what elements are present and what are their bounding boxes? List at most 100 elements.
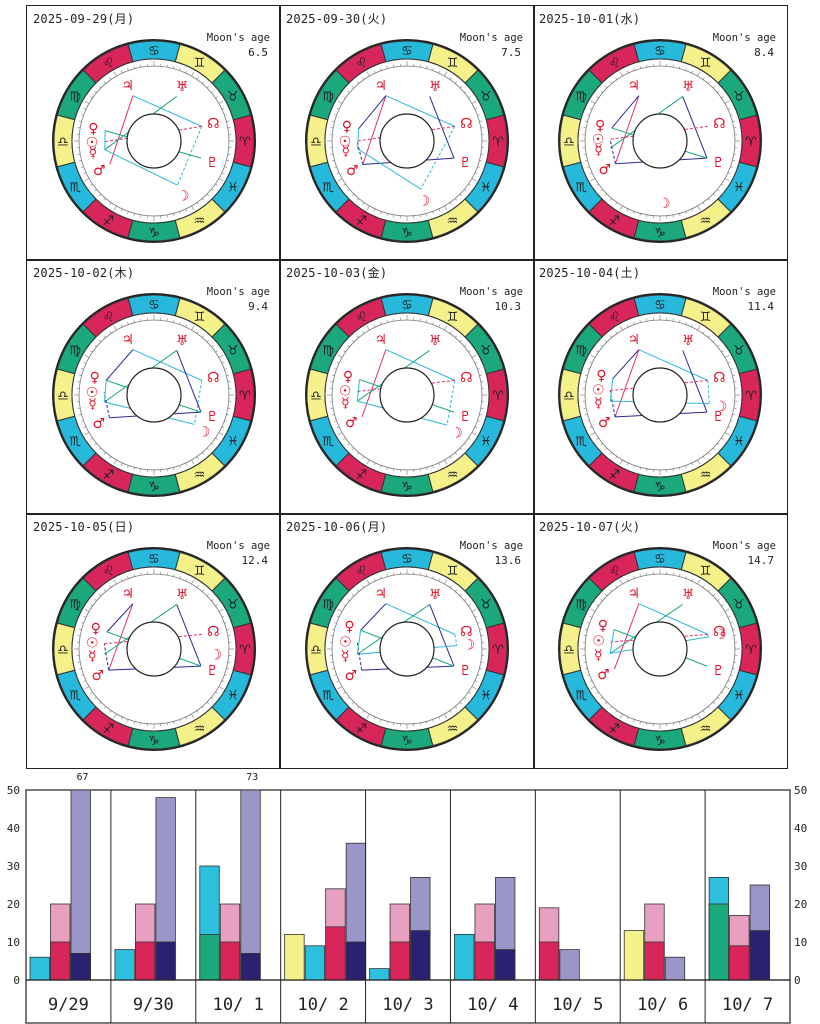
degree-tick [386, 721, 388, 724]
degree-tick [474, 426, 478, 429]
degree-tick [639, 721, 641, 724]
degree-tick [697, 459, 701, 465]
planet-glyph: ♀ [90, 370, 100, 386]
zodiac-glyph: ♑ [401, 734, 413, 749]
degree-tick [721, 350, 724, 353]
zodiac-glyph: ♐ [103, 468, 115, 483]
zodiac-glyph: ♓ [480, 689, 492, 704]
zodiac-wheel: ♈♉♊♋♌♍♎♏♐♑♒♓♃ ♅☊♇☽♂☿☉♀ [558, 293, 762, 497]
aspect-line [638, 349, 709, 381]
bar-pink-dark [389, 941, 410, 981]
zodiac-glyph: ♉ [733, 598, 745, 613]
overflow-label: 73 [246, 772, 258, 783]
zodiac-glyph: ♈ [492, 643, 504, 658]
degree-tick [362, 202, 365, 205]
degree-tick [351, 85, 355, 89]
zodiac-wheel: ♈♉♊♋♌♍♎♏♐♑♒♓♃ ♅☊♇☽♂☿☉♀ [558, 39, 762, 243]
zodiac-glyph: ♏ [69, 435, 81, 450]
bar-cyan [29, 956, 50, 981]
degree-tick [589, 615, 593, 618]
bar-pink-dark [325, 926, 346, 981]
degree-tick [589, 680, 593, 683]
planet-glyph: ♅ [176, 587, 189, 603]
zodiac-glyph: ♍ [575, 598, 587, 613]
degree-tick [477, 166, 480, 168]
degree-tick [702, 77, 705, 80]
natal-chart-grid: ♈ ♉ ♊ ♋ ♌ ♍ ♎ ♏ ♐ ♑ ♒ ♓ ♃ ♅ ☊ ♇ ☽ ♂ ☿ ☉ ♀ 2025-09-29(月) Moon's… [26, 5, 788, 769]
degree-tick [479, 160, 482, 162]
bar-purple-light [559, 949, 580, 981]
zodiac-glyph: ♌ [103, 310, 115, 325]
moon-age-label: Moon's age [459, 540, 523, 552]
degree-tick [712, 447, 716, 451]
planet-glyph: ☽ [209, 647, 222, 663]
bar-purple-light [70, 789, 91, 981]
degree-tick [721, 96, 724, 99]
degree-tick [196, 585, 199, 588]
degree-tick [196, 202, 199, 205]
degree-tick [79, 374, 82, 376]
degree-tick [173, 467, 175, 470]
degree-tick [432, 211, 434, 214]
grid-divider [27, 513, 787, 515]
degree-tick [211, 344, 214, 348]
category-label: 10/ 2 [298, 995, 349, 1015]
aspect-line [176, 350, 202, 413]
moon-age-label: Moon's age [206, 540, 270, 552]
zodiac-glyph: ♎ [563, 643, 575, 658]
zodiac-glyph: ♌ [609, 564, 621, 579]
degree-tick [679, 721, 681, 724]
degree-tick [432, 68, 434, 71]
degree-tick [81, 368, 84, 370]
bar-purple-dark [155, 941, 176, 981]
degree-tick [471, 354, 477, 358]
chart-cell: ♈ ♉ ♊ ♋ ♌ ♍ ♎ ♏ ♐ ♑ ♒ ♓ ♃ ♅ ☊ ♇ ☽ ♂ ☿ ☉ ♀ 2025-10-07(火) Moon's… [533, 514, 786, 768]
degree-tick [727, 361, 731, 364]
degree-tick [98, 85, 102, 89]
degree-tick [373, 578, 376, 582]
zodiac-glyph: ♎ [563, 389, 575, 404]
degree-tick [362, 585, 365, 588]
planet-glyph: ☉ [339, 134, 352, 150]
degree-tick [103, 81, 107, 84]
degree-tick [590, 354, 596, 358]
degree-tick [679, 467, 681, 470]
degree-tick [702, 585, 705, 588]
degree-tick [98, 447, 102, 451]
degree-tick [585, 668, 588, 670]
degree-tick [81, 166, 84, 168]
degree-tick [191, 71, 195, 77]
degree-tick [454, 452, 458, 455]
planet-glyph: ☉ [86, 385, 99, 401]
planet-glyph: ♇ [206, 663, 219, 679]
degree-tick [721, 183, 724, 186]
degree-tick [590, 686, 596, 690]
planet-glyph: ♂ [92, 668, 105, 684]
degree-tick [615, 202, 618, 205]
degree-tick [94, 188, 97, 192]
chart-cell: ♈ ♉ ♊ ♋ ♌ ♍ ♎ ♏ ♐ ♑ ♒ ♓ ♃ ♅ ☊ ♇ ☽ ♂ ☿ ☉ ♀ 2025-10-04(土) Moon's… [533, 260, 786, 514]
degree-tick [351, 593, 355, 597]
zodiac-glyph: ♊ [700, 310, 712, 325]
category-label: 10/ 3 [382, 995, 433, 1015]
degree-tick [454, 198, 458, 201]
bar-yellow [284, 933, 305, 981]
planet-glyph: ♂ [346, 163, 359, 179]
degree-tick [215, 691, 218, 694]
degree-tick [185, 324, 188, 328]
degree-tick [639, 574, 641, 577]
planet-glyph: ☽ [715, 399, 728, 415]
degree-tick [343, 604, 346, 607]
zodiac-glyph: ♊ [700, 56, 712, 71]
degree-tick [90, 604, 93, 607]
aspect-line [609, 378, 614, 402]
planet-glyph: ♅ [429, 333, 442, 349]
zodiac-wheel: ♈♉♊♋♌♍♎♏♐♑♒♓♃ ♅☊♇☽♂☿☉♀ [558, 547, 762, 751]
degree-tick [619, 71, 623, 77]
bar-cyan [304, 945, 326, 981]
degree-tick [633, 576, 635, 579]
degree-tick [332, 374, 335, 376]
zodiac-glyph: ♒ [700, 468, 712, 483]
zodiac-glyph: ♈ [745, 643, 757, 658]
zodiac-glyph: ♍ [69, 344, 81, 359]
